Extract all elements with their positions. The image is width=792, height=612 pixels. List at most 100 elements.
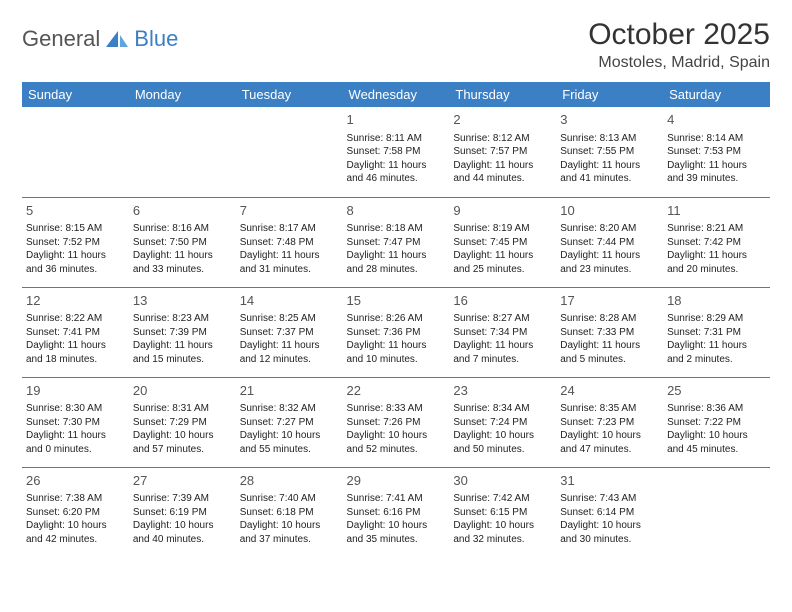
header: General Blue October 2025 Mostoles, Madr… [22, 18, 770, 72]
calendar-day-cell: 26 Sunrise: 7:38 AMSunset: 6:20 PMDayligh… [22, 467, 129, 557]
logo-text-part1: General [22, 26, 100, 52]
day-header: Saturday [663, 82, 770, 107]
day-detail-text: Sunrise: 8:23 AMSunset: 7:39 PMDaylight:… [133, 312, 232, 366]
day-detail-text: Sunrise: 8:19 AMSunset: 7:45 PMDaylight:… [453, 222, 552, 276]
day-detail-text: Sunrise: 7:43 AMSunset: 6:14 PMDaylight:… [560, 492, 659, 546]
calendar-week-row: 19 Sunrise: 8:30 AMSunset: 7:30 PMDayligh… [22, 377, 770, 467]
calendar-day-cell: 9 Sunrise: 8:19 AMSunset: 7:45 PMDaylight… [449, 197, 556, 287]
day-number: 30 [453, 472, 552, 490]
day-detail-text: Sunrise: 8:27 AMSunset: 7:34 PMDaylight:… [453, 312, 552, 366]
day-number: 18 [667, 292, 766, 310]
calendar-day-cell: 18 Sunrise: 8:29 AMSunset: 7:31 PMDayligh… [663, 287, 770, 377]
day-number: 7 [240, 202, 339, 220]
day-number: 12 [26, 292, 125, 310]
day-number: 13 [133, 292, 232, 310]
day-header: Wednesday [343, 82, 450, 107]
logo-sail-icon [104, 29, 130, 49]
day-number: 6 [133, 202, 232, 220]
calendar-day-cell [236, 107, 343, 197]
calendar-day-cell: 23Sunrise: 8:34 AMSunset: 7:24 PMDayligh… [449, 377, 556, 467]
title-block: October 2025 Mostoles, Madrid, Spain [588, 18, 770, 72]
calendar-day-cell: 25 Sunrise: 8:36 AMSunset: 7:22 PMDayligh… [663, 377, 770, 467]
day-number: 27 [133, 472, 232, 490]
calendar-day-cell: 19 Sunrise: 8:30 AMSunset: 7:30 PMDayligh… [22, 377, 129, 467]
calendar-week-row: 1 Sunrise: 8:11 AMSunset: 7:58 PMDaylight… [22, 107, 770, 197]
day-detail-text: Sunrise: 8:18 AMSunset: 7:47 PMDaylight:… [347, 222, 446, 276]
day-number: 29 [347, 472, 446, 490]
calendar-week-row: 26 Sunrise: 7:38 AMSunset: 6:20 PMDayligh… [22, 467, 770, 557]
calendar-day-cell: 29 Sunrise: 7:41 AMSunset: 6:16 PMDayligh… [343, 467, 450, 557]
day-number: 2 [453, 111, 552, 129]
day-detail-text: Sunrise: 8:33 AMSunset: 7:26 PMDaylight:… [347, 402, 446, 456]
day-number: 17 [560, 292, 659, 310]
day-detail-text: Sunrise: 8:25 AMSunset: 7:37 PMDaylight:… [240, 312, 339, 366]
calendar-day-cell: 21Sunrise: 8:32 AMSunset: 7:27 PMDayligh… [236, 377, 343, 467]
calendar-day-cell: 8 Sunrise: 8:18 AMSunset: 7:47 PMDaylight… [343, 197, 450, 287]
day-detail-text: Sunrise: 8:16 AMSunset: 7:50 PMDaylight:… [133, 222, 232, 276]
day-detail-text: Sunrise: 8:30 AMSunset: 7:30 PMDaylight:… [26, 402, 125, 456]
calendar-week-row: 12 Sunrise: 8:22 AMSunset: 7:41 PMDayligh… [22, 287, 770, 377]
day-detail-text: Sunrise: 8:15 AMSunset: 7:52 PMDaylight:… [26, 222, 125, 276]
day-detail-text: Sunrise: 8:22 AMSunset: 7:41 PMDaylight:… [26, 312, 125, 366]
calendar-day-cell: 28Sunrise: 7:40 AMSunset: 6:18 PMDayligh… [236, 467, 343, 557]
day-detail-text: Sunrise: 7:40 AMSunset: 6:18 PMDaylight:… [240, 492, 339, 546]
day-detail-text: Sunrise: 8:11 AMSunset: 7:58 PMDaylight:… [347, 132, 446, 186]
logo: General Blue [22, 18, 178, 52]
day-header: Tuesday [236, 82, 343, 107]
day-detail-text: Sunrise: 7:39 AMSunset: 6:19 PMDaylight:… [133, 492, 232, 546]
calendar-day-cell: 15 Sunrise: 8:26 AMSunset: 7:36 PMDayligh… [343, 287, 450, 377]
calendar-day-cell: 10Sunrise: 8:20 AMSunset: 7:44 PMDayligh… [556, 197, 663, 287]
day-detail-text: Sunrise: 8:12 AMSunset: 7:57 PMDaylight:… [453, 132, 552, 186]
day-header: Monday [129, 82, 236, 107]
day-detail-text: Sunrise: 8:14 AMSunset: 7:53 PMDaylight:… [667, 132, 766, 186]
calendar-day-cell [129, 107, 236, 197]
calendar-day-cell: 27 Sunrise: 7:39 AMSunset: 6:19 PMDayligh… [129, 467, 236, 557]
day-detail-text: Sunrise: 8:26 AMSunset: 7:36 PMDaylight:… [347, 312, 446, 366]
calendar-day-cell: 22Sunrise: 8:33 AMSunset: 7:26 PMDayligh… [343, 377, 450, 467]
day-detail-text: Sunrise: 8:35 AMSunset: 7:23 PMDaylight:… [560, 402, 659, 456]
day-number: 15 [347, 292, 446, 310]
calendar-day-cell: 5Sunrise: 8:15 AMSunset: 7:52 PMDaylight… [22, 197, 129, 287]
logo-text-part2: Blue [134, 26, 178, 52]
month-title: October 2025 [588, 18, 770, 52]
day-detail-text: Sunrise: 8:28 AMSunset: 7:33 PMDaylight:… [560, 312, 659, 366]
calendar-day-cell: 14 Sunrise: 8:25 AMSunset: 7:37 PMDayligh… [236, 287, 343, 377]
calendar-day-cell [663, 467, 770, 557]
location-text: Mostoles, Madrid, Spain [588, 54, 770, 72]
calendar-day-cell: 24 Sunrise: 8:35 AMSunset: 7:23 PMDayligh… [556, 377, 663, 467]
calendar-day-cell [22, 107, 129, 197]
calendar-day-cell: 30 Sunrise: 7:42 AMSunset: 6:15 PMDayligh… [449, 467, 556, 557]
day-number: 4 [667, 111, 766, 129]
day-detail-text: Sunrise: 8:13 AMSunset: 7:55 PMDaylight:… [560, 132, 659, 186]
day-detail-text: Sunrise: 8:36 AMSunset: 7:22 PMDaylight:… [667, 402, 766, 456]
day-detail-text: Sunrise: 8:20 AMSunset: 7:44 PMDaylight:… [560, 222, 659, 276]
calendar-day-cell: 11 Sunrise: 8:21 AMSunset: 7:42 PMDayligh… [663, 197, 770, 287]
calendar-day-cell: 3 Sunrise: 8:13 AMSunset: 7:55 PMDaylight… [556, 107, 663, 197]
day-number: 3 [560, 111, 659, 129]
day-detail-text: Sunrise: 7:42 AMSunset: 6:15 PMDaylight:… [453, 492, 552, 546]
calendar-day-cell: 20Sunrise: 8:31 AMSunset: 7:29 PMDayligh… [129, 377, 236, 467]
day-number: 23 [453, 382, 552, 400]
day-number: 11 [667, 202, 766, 220]
day-header: Friday [556, 82, 663, 107]
day-number: 14 [240, 292, 339, 310]
calendar-day-cell: 6 Sunrise: 8:16 AMSunset: 7:50 PMDaylight… [129, 197, 236, 287]
calendar-day-cell: 4 Sunrise: 8:14 AMSunset: 7:53 PMDaylight… [663, 107, 770, 197]
day-number: 19 [26, 382, 125, 400]
calendar-day-cell: 12 Sunrise: 8:22 AMSunset: 7:41 PMDayligh… [22, 287, 129, 377]
day-number: 24 [560, 382, 659, 400]
day-header: Sunday [22, 82, 129, 107]
calendar-day-cell: 13 Sunrise: 8:23 AMSunset: 7:39 PMDayligh… [129, 287, 236, 377]
day-number: 26 [26, 472, 125, 490]
day-detail-text: Sunrise: 8:21 AMSunset: 7:42 PMDaylight:… [667, 222, 766, 276]
day-detail-text: Sunrise: 8:29 AMSunset: 7:31 PMDaylight:… [667, 312, 766, 366]
day-detail-text: Sunrise: 8:17 AMSunset: 7:48 PMDaylight:… [240, 222, 339, 276]
day-number: 25 [667, 382, 766, 400]
day-number: 8 [347, 202, 446, 220]
calendar-week-row: 5Sunrise: 8:15 AMSunset: 7:52 PMDaylight… [22, 197, 770, 287]
day-detail-text: Sunrise: 7:38 AMSunset: 6:20 PMDaylight:… [26, 492, 125, 546]
day-detail-text: Sunrise: 7:41 AMSunset: 6:16 PMDaylight:… [347, 492, 446, 546]
day-number: 9 [453, 202, 552, 220]
calendar-day-cell: 17 Sunrise: 8:28 AMSunset: 7:33 PMDayligh… [556, 287, 663, 377]
day-number: 1 [347, 111, 446, 129]
